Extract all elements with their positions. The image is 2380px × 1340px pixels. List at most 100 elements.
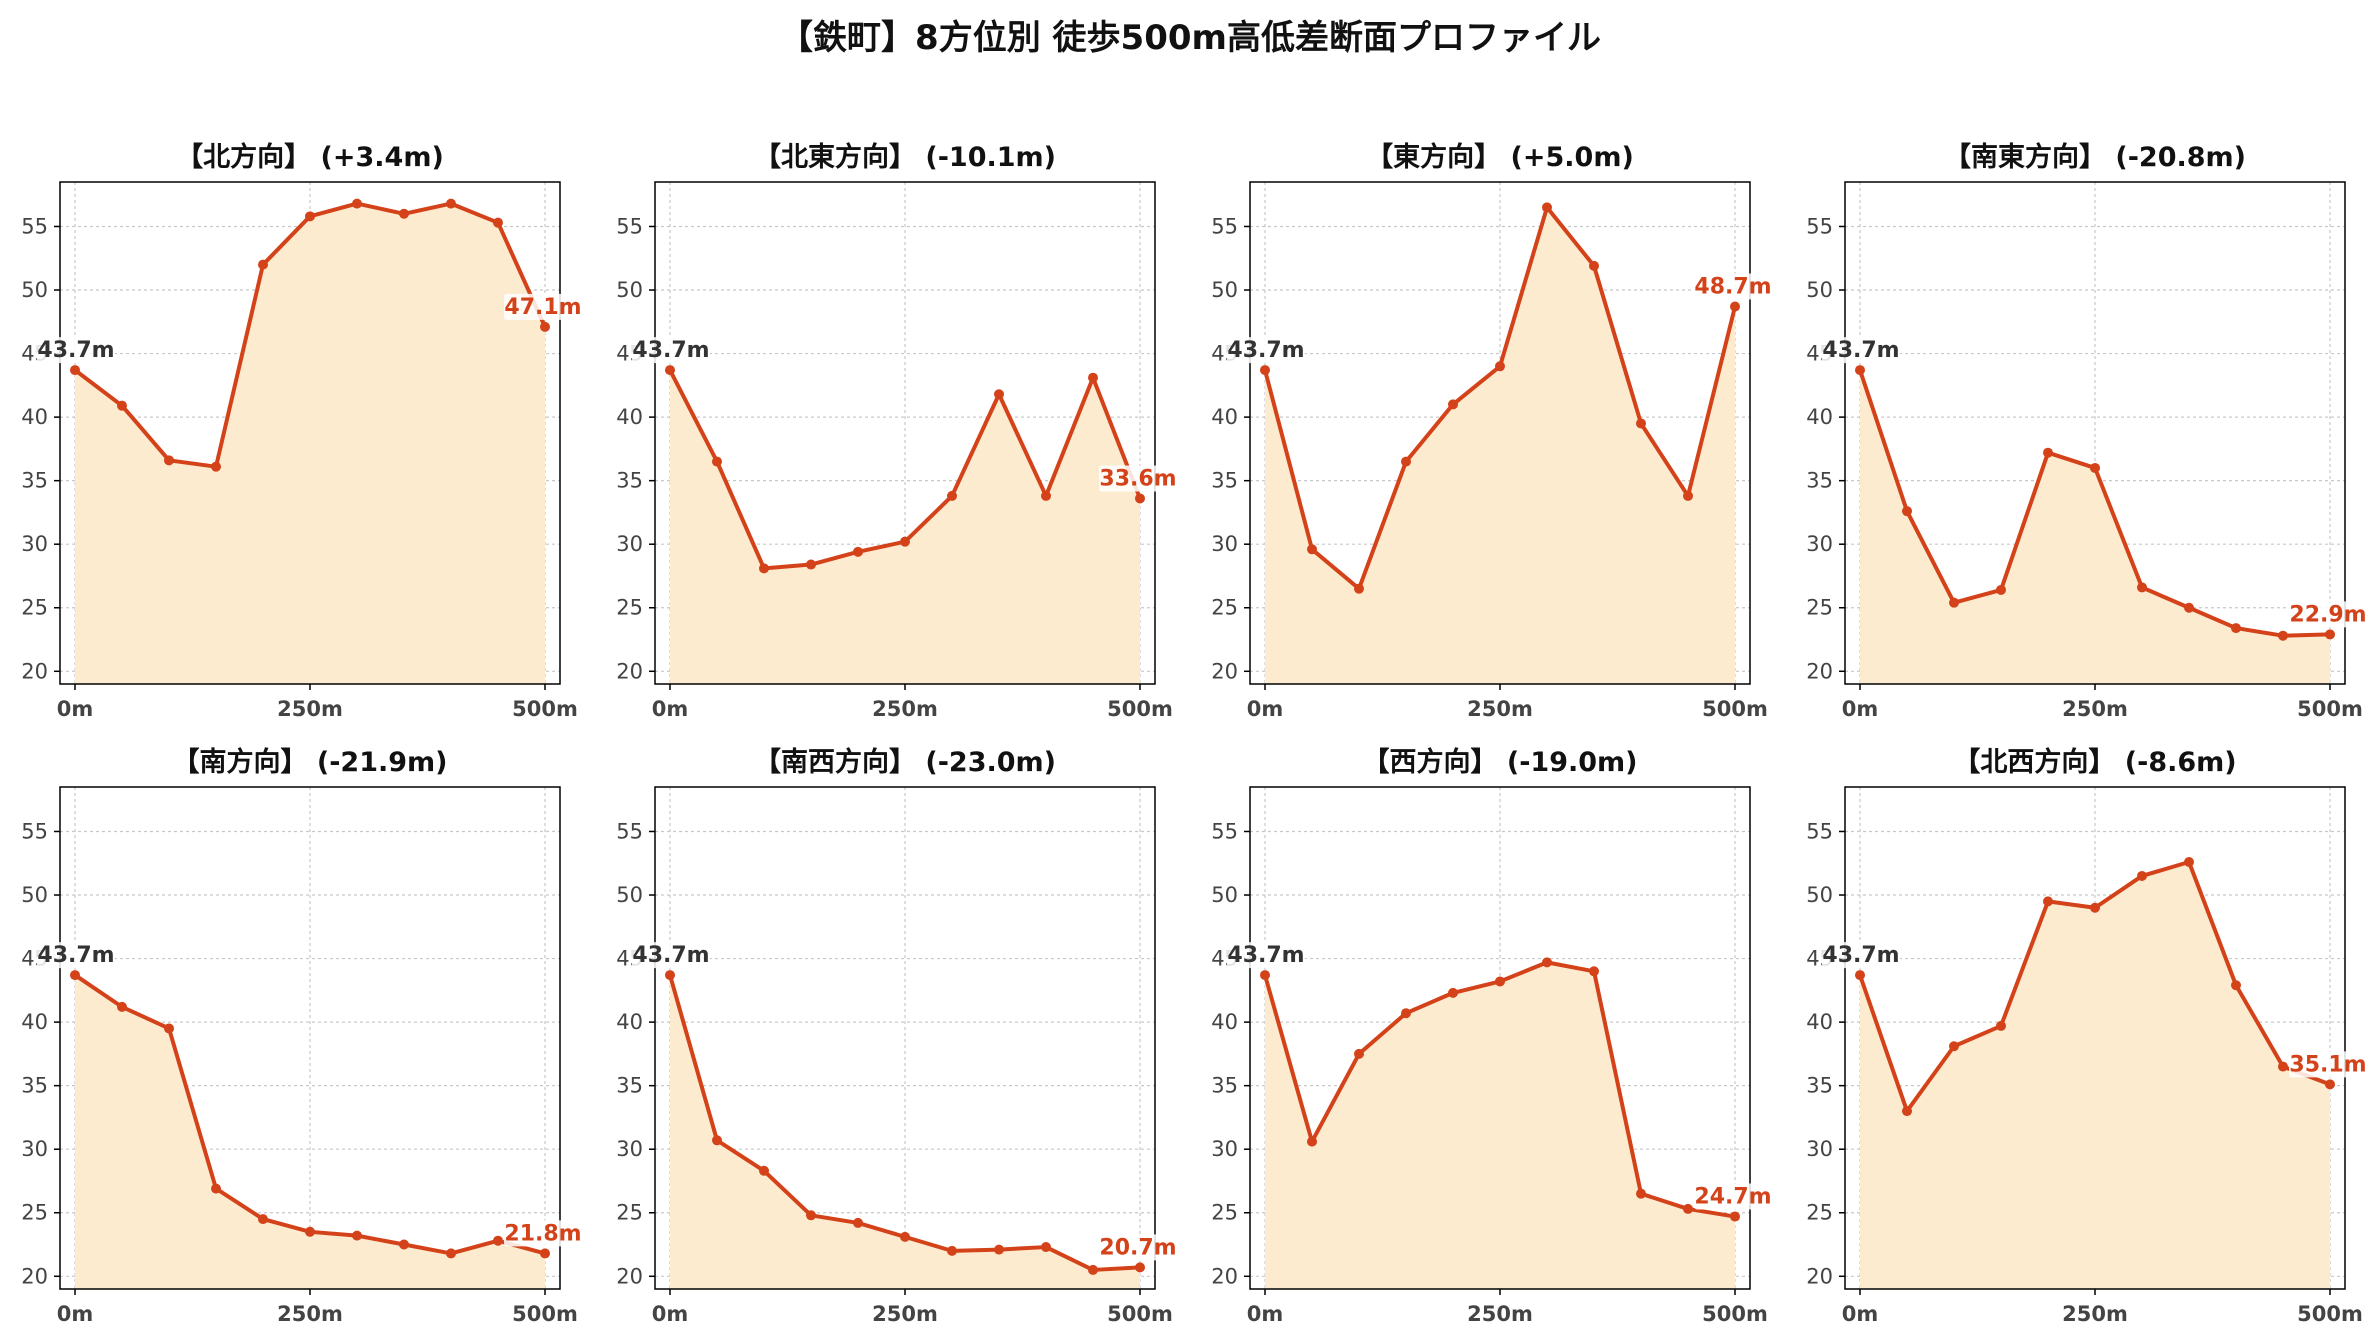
elevation-point <box>540 1248 550 1259</box>
elevation-point <box>211 1183 221 1194</box>
elevation-point <box>1902 1106 1912 1117</box>
y-tick-label: 35 <box>1806 469 1833 493</box>
panel-title: 【北西方向】 (-8.6m) <box>1953 746 2236 778</box>
elevation-point <box>70 970 80 981</box>
end-elevation-label: 33.6m <box>1099 466 1176 491</box>
elevation-point <box>665 970 675 981</box>
start-elevation-label: 43.7m <box>1822 943 1899 968</box>
elevation-point <box>2184 602 2194 613</box>
x-tick-label: 500m <box>2297 697 2363 721</box>
elevation-point <box>712 1135 722 1146</box>
y-tick-label: 20 <box>616 659 643 683</box>
start-elevation-label: 43.7m <box>1822 338 1899 363</box>
elevation-point <box>2231 980 2241 991</box>
elevation-point <box>1088 1264 1098 1275</box>
elevation-point <box>759 1165 769 1176</box>
y-tick-label: 50 <box>21 883 48 907</box>
y-tick-label: 25 <box>21 596 48 620</box>
elevation-point <box>399 208 409 219</box>
end-label-bg <box>504 1220 582 1247</box>
elevation-point <box>399 1239 409 1250</box>
elevation-point <box>994 389 1004 400</box>
y-tick-label: 40 <box>21 1010 48 1034</box>
elevation-area <box>75 203 545 685</box>
y-tick-label: 25 <box>1211 596 1238 620</box>
elevation-point <box>1730 301 1740 312</box>
elevation-point <box>446 198 456 209</box>
y-tick-label: 50 <box>1806 278 1833 302</box>
elevation-point <box>1135 1262 1145 1273</box>
y-tick-label: 40 <box>1211 1010 1238 1034</box>
elevation-point <box>1589 966 1599 977</box>
x-tick-label: 500m <box>512 697 578 721</box>
elevation-point <box>2137 870 2147 881</box>
x-tick-label: 500m <box>1107 697 1173 721</box>
x-tick-label: 500m <box>512 1302 578 1326</box>
elevation-point <box>2090 902 2100 913</box>
elevation-point <box>1448 987 1458 998</box>
elevation-point <box>2231 623 2241 634</box>
y-tick-label: 20 <box>1211 1264 1238 1288</box>
y-tick-label: 20 <box>1806 1264 1833 1288</box>
elevation-point <box>2184 856 2194 867</box>
start-label-bg <box>632 942 710 969</box>
x-tick-label: 0m <box>1247 697 1284 721</box>
elevation-point <box>1855 365 1865 376</box>
elevation-point <box>1949 597 1959 608</box>
end-elevation-label: 47.1m <box>504 295 581 320</box>
y-tick-label: 20 <box>21 659 48 683</box>
elevation-point <box>759 563 769 574</box>
end-label-bg <box>1694 273 1772 300</box>
panel-title: 【南方向】 (-21.9m) <box>172 746 447 778</box>
elevation-point <box>258 259 268 270</box>
y-tick-label: 25 <box>1211 1201 1238 1225</box>
y-tick-label: 55 <box>616 214 643 238</box>
y-tick-label: 20 <box>1211 659 1238 683</box>
x-tick-label: 250m <box>872 697 938 721</box>
start-elevation-label: 43.7m <box>1227 943 1304 968</box>
y-tick-label: 25 <box>1806 1201 1833 1225</box>
x-tick-label: 250m <box>872 1302 938 1326</box>
x-tick-label: 0m <box>1842 1302 1879 1326</box>
elevation-point <box>1996 1020 2006 1031</box>
elevation-point <box>2090 462 2100 473</box>
elevation-point <box>493 217 503 228</box>
y-tick-label: 50 <box>1211 278 1238 302</box>
elevation-point <box>1542 202 1552 213</box>
elevation-point <box>540 321 550 332</box>
elevation-point <box>446 1248 456 1259</box>
y-tick-label: 55 <box>21 214 48 238</box>
elevation-point <box>853 546 863 557</box>
y-tick-label: 40 <box>1806 405 1833 429</box>
elevation-point <box>1542 957 1552 968</box>
elevation-point <box>1683 490 1693 501</box>
end-label-bg <box>1099 1234 1177 1261</box>
elevation-point <box>2278 1061 2288 1072</box>
y-tick-label: 30 <box>1211 1137 1238 1161</box>
y-tick-label: 50 <box>21 278 48 302</box>
elevation-point <box>1260 365 1270 376</box>
elevation-area <box>1860 861 2330 1289</box>
elevation-point <box>352 1230 362 1241</box>
start-label-bg <box>37 337 115 364</box>
start-label-bg <box>1822 337 1900 364</box>
start-elevation-label: 43.7m <box>632 338 709 363</box>
y-tick-label: 50 <box>616 883 643 907</box>
start-elevation-label: 43.7m <box>37 338 114 363</box>
y-tick-label: 55 <box>1211 214 1238 238</box>
y-tick-label: 30 <box>1211 532 1238 556</box>
elevation-point <box>1949 1041 1959 1052</box>
elevation-point <box>2043 447 2053 458</box>
elevation-point <box>1041 490 1051 501</box>
panel-title: 【西方向】 (-19.0m) <box>1362 746 1637 778</box>
elevation-area <box>1265 962 1735 1289</box>
y-tick-label: 20 <box>1806 659 1833 683</box>
elevation-point <box>1088 372 1098 383</box>
elevation-area <box>1860 370 2330 684</box>
x-tick-label: 500m <box>2297 1302 2363 1326</box>
